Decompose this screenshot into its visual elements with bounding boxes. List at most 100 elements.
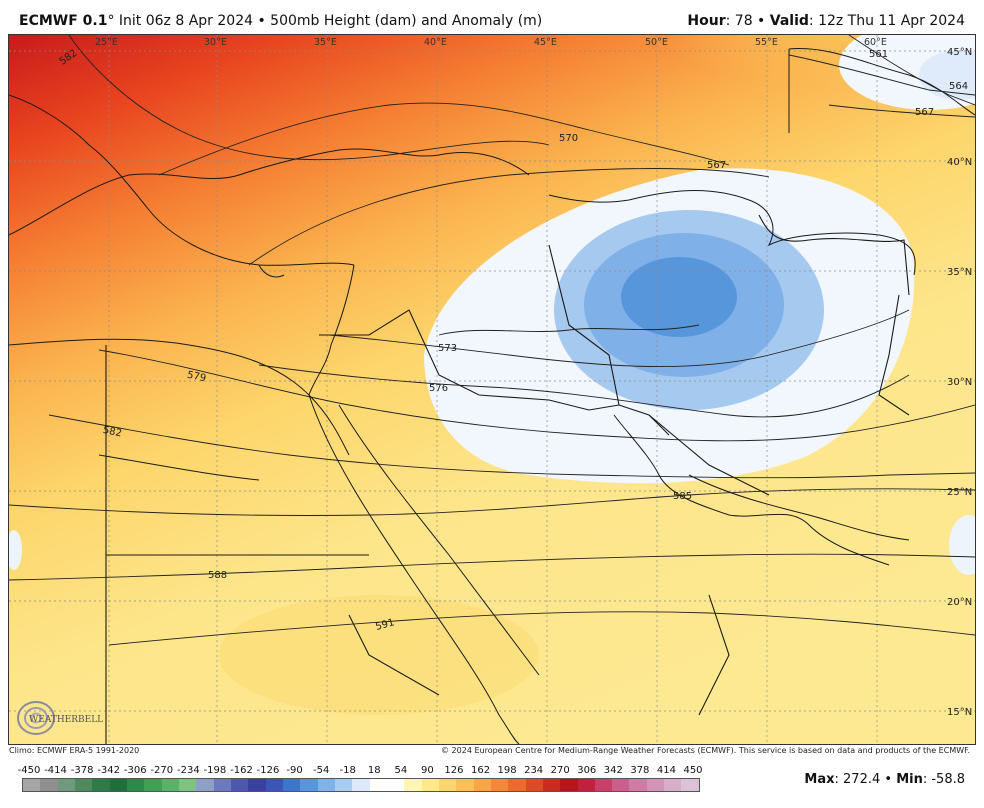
colorbar-tick-label: -378 xyxy=(70,765,94,776)
colorbar-swatch xyxy=(230,779,249,791)
warm-anomaly-south xyxy=(219,595,539,715)
valid-label: Valid xyxy=(769,13,809,29)
lon-label: 30°E xyxy=(204,37,227,48)
contour-label: 588 xyxy=(208,570,227,581)
colorbar-swatch xyxy=(92,779,110,791)
cyprus xyxy=(258,264,285,278)
colorbar-swatch xyxy=(40,779,58,791)
max-min-readout: Max: 272.4 • Min: -58.8 xyxy=(804,772,965,787)
contour-label: 582 xyxy=(102,425,123,440)
colorbar-tick-label: 18 xyxy=(367,765,381,776)
colorbar-swatch xyxy=(317,779,335,791)
colorbar-swatch xyxy=(386,779,405,791)
colorbar-swatch xyxy=(404,779,422,791)
border-saudi-yemen xyxy=(698,594,730,716)
colorbar-tick-label: -126 xyxy=(256,765,280,776)
contour-label: 564 xyxy=(949,81,968,92)
contour-label: 591 xyxy=(374,617,395,633)
colorbar-tick-label: 270 xyxy=(550,765,570,776)
chart-title: ECMWF 0.1° Init 06z 8 Apr 2024 • 500mb H… xyxy=(19,13,542,29)
lat-label: 25°N xyxy=(947,487,972,498)
colorbar-tick-label: 306 xyxy=(577,765,597,776)
contour-573 xyxy=(328,309,910,367)
colorbar-tick-label: 234 xyxy=(524,765,544,776)
colorbar-swatch xyxy=(612,779,630,791)
colorbar-swatch xyxy=(508,779,526,791)
coast-aral xyxy=(788,47,975,133)
cool-anomaly-west-edge xyxy=(9,530,22,570)
colorbar-tick-label: 378 xyxy=(630,765,650,776)
contour-567-east xyxy=(828,104,975,118)
coast-persian-gulf xyxy=(613,414,890,566)
border-saudi-uae xyxy=(648,414,770,496)
colorbar-tick-label: -306 xyxy=(123,765,147,776)
contour-591 xyxy=(108,611,975,646)
cool-anomaly-core xyxy=(621,257,737,337)
min-value: : -58.8 xyxy=(922,772,965,787)
forecast-map[interactable]: 25°E 30°E 35°E 40°E 45°E 50°E 55°E 60°E … xyxy=(8,34,976,745)
colorbar-swatch xyxy=(594,779,613,791)
border-iraq-iran xyxy=(548,244,620,406)
coast-libya-egypt xyxy=(9,338,350,456)
contour-label: 573 xyxy=(438,343,457,354)
contour-label: 576 xyxy=(429,383,448,394)
lat-label: 40°N xyxy=(947,157,972,168)
init-and-field: Init 06z 8 Apr 2024 • 500mb Height (dam)… xyxy=(114,13,543,29)
colorbar-swatch xyxy=(646,779,665,791)
colorbar-tick-label: 414 xyxy=(656,765,676,776)
coast-red-sea-west xyxy=(308,394,520,744)
colorbar-tick-label: -414 xyxy=(44,765,67,776)
valid-value: : 12z Thu 11 Apr 2024 xyxy=(808,13,965,29)
colorbar-labels: -450 -414 -378 -342 -306 -270 -234 -198 -162 -126… xyxy=(17,765,707,777)
degree-sign: ° xyxy=(107,13,115,29)
lon-label: 40°E xyxy=(424,37,447,48)
colorbar-swatch xyxy=(369,779,387,791)
colorbar-swatch xyxy=(196,779,214,791)
colorbar-swatch xyxy=(109,779,127,791)
weatherbell-logo: WEATHERBELL xyxy=(14,698,104,740)
coastlines xyxy=(9,47,975,744)
lon-label: 60°E xyxy=(864,37,887,48)
hour-label: Hour xyxy=(687,13,726,29)
valid-time: Hour: 78 • Valid: 12z Thu 11 Apr 2024 xyxy=(687,13,965,29)
colorbar-swatch xyxy=(248,779,266,791)
contour-label: 585 xyxy=(673,491,692,502)
colorbar-swatch xyxy=(577,779,595,791)
hour-value: : 78 • xyxy=(725,13,770,29)
contour-label: 579 xyxy=(186,370,207,385)
contour-585 xyxy=(9,488,975,516)
colorbar-swatch xyxy=(525,779,543,791)
colorbar-swatch xyxy=(74,779,93,791)
colorbar-swatch xyxy=(664,779,682,791)
colorbar-tick-label: -234 xyxy=(177,765,200,776)
coast-detail xyxy=(98,454,260,481)
colorbar-swatch xyxy=(126,779,145,791)
colorbar-tick-label: -270 xyxy=(150,765,174,776)
min-label: Min xyxy=(896,772,923,787)
lat-label: 20°N xyxy=(947,597,972,608)
border-iran-turkmenistan xyxy=(758,214,910,296)
contour-564 xyxy=(788,54,975,96)
colorbar-tick-label: 162 xyxy=(470,765,491,776)
colorbar-swatch xyxy=(490,779,509,791)
lat-label: 30°N xyxy=(947,377,972,388)
contour-567 xyxy=(248,168,770,266)
contour-label: 561 xyxy=(869,49,888,60)
border-iran-afghanistan xyxy=(878,294,910,416)
colorbar-swatch xyxy=(560,779,578,791)
colorbar-swatch xyxy=(213,779,231,791)
contour-582 xyxy=(48,414,975,479)
colorbar-tick-label: -450 xyxy=(17,765,41,776)
header: ECMWF 0.1° Init 06z 8 Apr 2024 • 500mb H… xyxy=(0,0,984,34)
colorbar-tick-label: -342 xyxy=(97,765,121,776)
anomaly-colorbar xyxy=(22,778,700,792)
lon-label: 50°E xyxy=(645,37,668,48)
colorbar-swatch xyxy=(265,779,283,791)
coast-anatolia-north xyxy=(9,148,530,236)
max-label: Max xyxy=(804,772,835,787)
logo-text: WEATHERBELL xyxy=(29,715,103,725)
lat-label: 45°N xyxy=(947,47,972,58)
coast-aegean-anatolia xyxy=(9,94,355,266)
lon-label: 55°E xyxy=(755,37,778,48)
map-canvas: 25°E 30°E 35°E 40°E 45°E 50°E 55°E 60°E … xyxy=(9,35,975,744)
